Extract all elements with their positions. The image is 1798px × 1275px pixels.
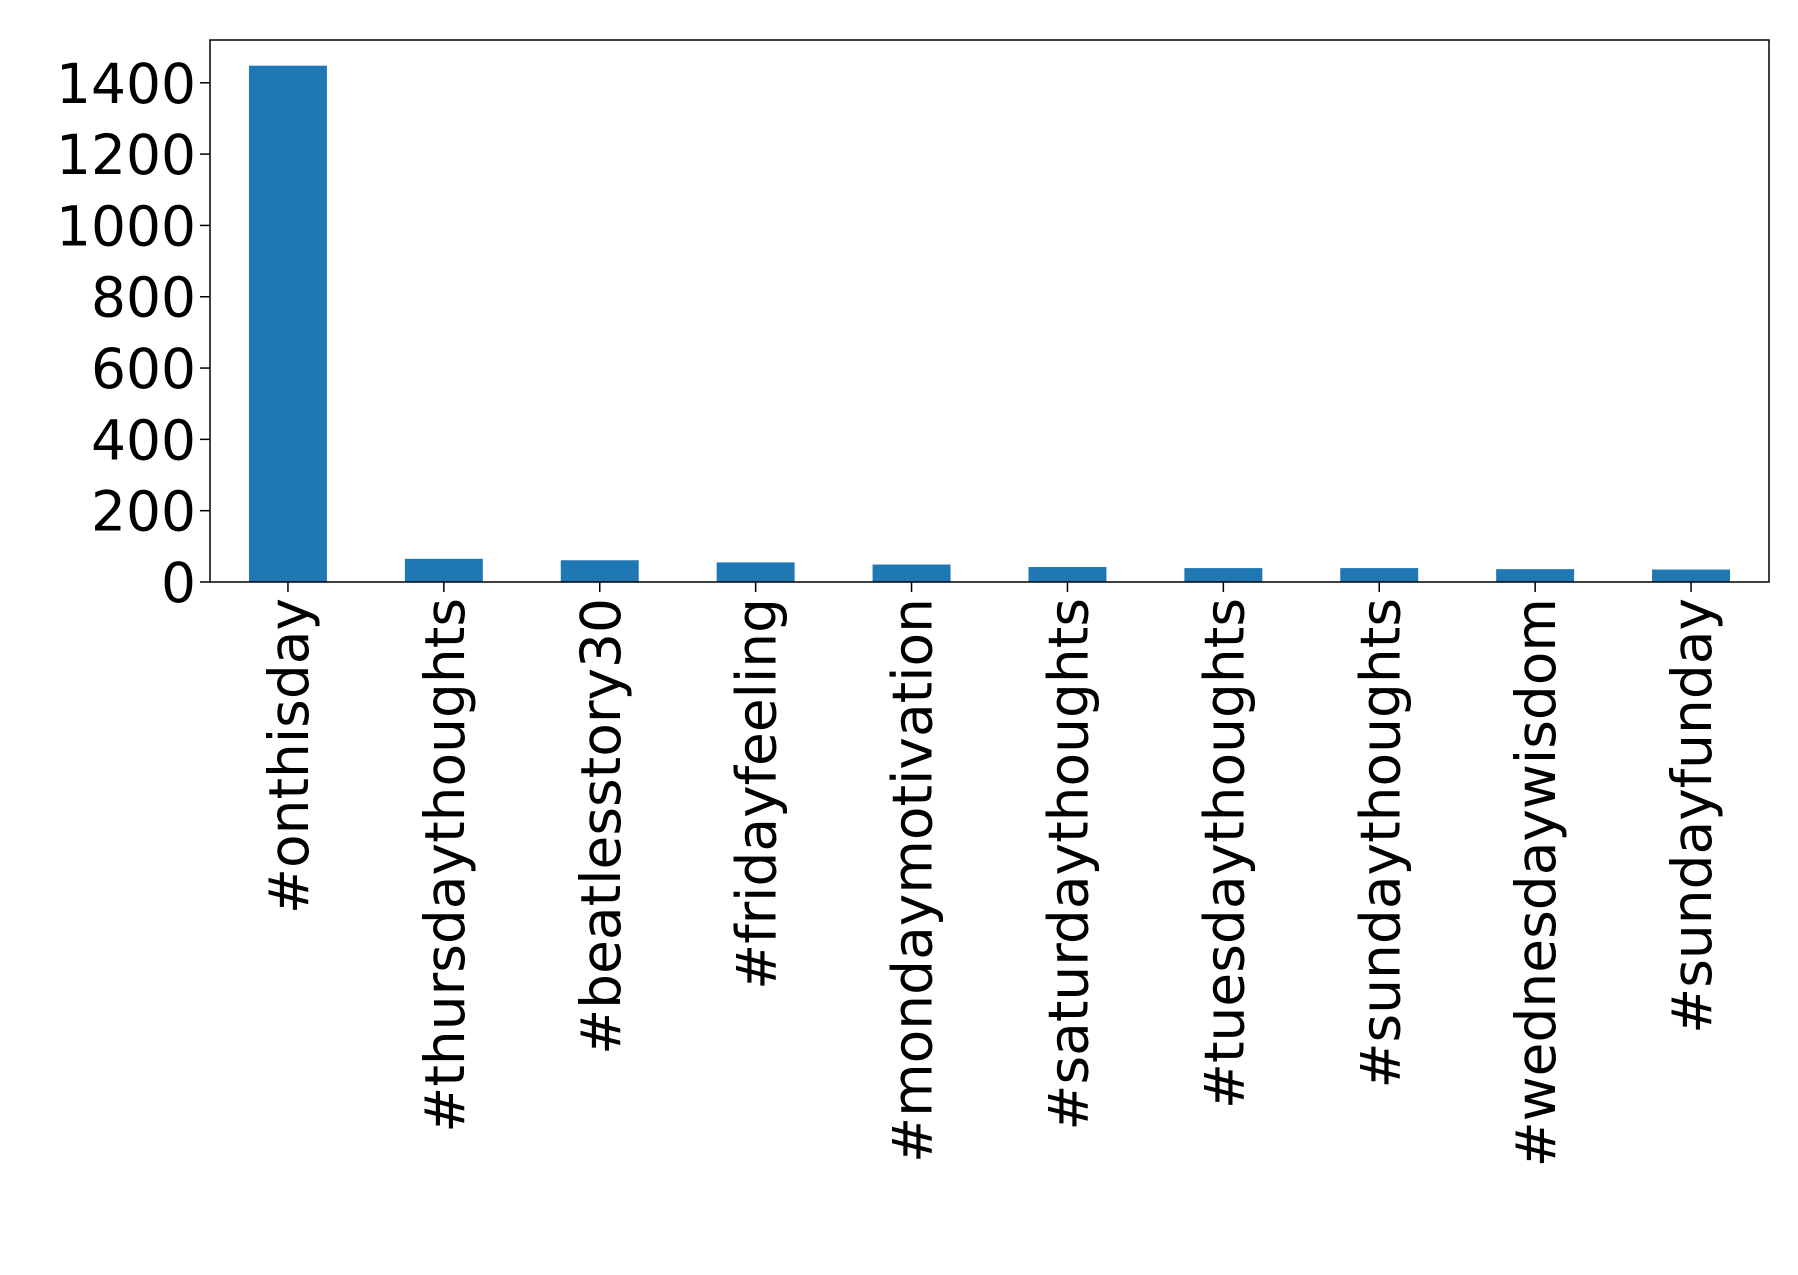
bar xyxy=(872,564,951,582)
bar xyxy=(1496,569,1575,582)
x-tick-label: #sundaythoughts xyxy=(1348,598,1412,1089)
y-tick-label: 1000 xyxy=(56,194,196,258)
x-tick-label: #saturdaythoughts xyxy=(1036,598,1100,1131)
y-tick-label: 1400 xyxy=(56,52,196,116)
x-tick-label: #fridayfeeling xyxy=(725,598,789,990)
x-tick-label: #mondaymotivation xyxy=(881,598,945,1163)
bar xyxy=(1652,569,1731,582)
y-tick-label: 600 xyxy=(91,337,196,401)
x-tick-label: #sundayfunday xyxy=(1660,598,1724,1034)
x-tick-label: #wednesdaywisdom xyxy=(1504,598,1568,1167)
y-tick-label: 1200 xyxy=(56,123,196,187)
bar xyxy=(248,65,327,582)
x-tick-label: #onthisday xyxy=(257,598,321,914)
bar xyxy=(1028,567,1107,582)
y-tick-label: 800 xyxy=(91,266,196,330)
y-tick-label: 0 xyxy=(161,551,196,615)
bar xyxy=(1340,568,1419,582)
bar xyxy=(560,560,639,582)
x-tick-label: #tuesdaythoughts xyxy=(1192,598,1256,1109)
y-tick-label: 400 xyxy=(91,408,196,472)
y-tick-label: 200 xyxy=(91,480,196,544)
x-tick-label: #beatlesstory30 xyxy=(569,598,633,1055)
bar xyxy=(404,558,483,582)
bar xyxy=(716,562,795,582)
bar xyxy=(1184,568,1263,582)
plot-frame xyxy=(209,39,1770,583)
x-tick-label: #thursdaythoughts xyxy=(413,598,477,1133)
